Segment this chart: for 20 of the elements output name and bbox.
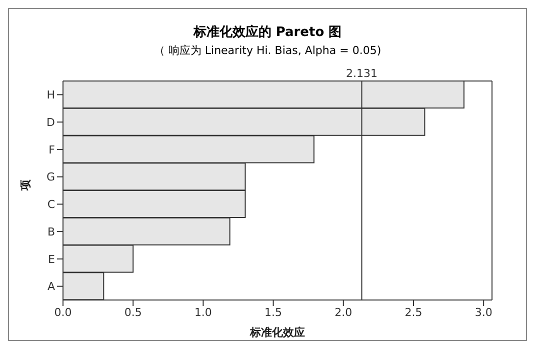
y-tick-label: G <box>46 170 55 184</box>
x-tick-label: 3.0 <box>474 306 492 319</box>
ref-line-label: 2.131 <box>346 67 378 80</box>
x-tick-label: 1.0 <box>194 306 212 319</box>
x-tick-label: 0.0 <box>54 306 72 319</box>
x-tick-label: 1.5 <box>264 306 282 319</box>
x-tick-label: 0.5 <box>124 306 142 319</box>
y-tick-label: D <box>46 116 55 129</box>
x-axis-title: 标准化效应 <box>249 326 305 339</box>
chart-subtitle: （ 响应为 Linearity Hi. Bias, Alpha = 0.05) <box>152 43 382 58</box>
x-tick-label: 2.0 <box>334 306 352 319</box>
y-tick-label: H <box>46 88 55 102</box>
y-tick-label: C <box>47 198 56 212</box>
chart-title: 标准化效应的 Pareto 图 <box>192 24 343 41</box>
y-tick-label: B <box>47 225 55 238</box>
y-tick-label: A <box>47 280 56 294</box>
x-tick-label: 2.5 <box>404 306 422 319</box>
y-axis-title: 项 <box>18 178 32 192</box>
y-tick-label: E <box>48 252 56 266</box>
y-tick-label: F <box>48 143 55 156</box>
